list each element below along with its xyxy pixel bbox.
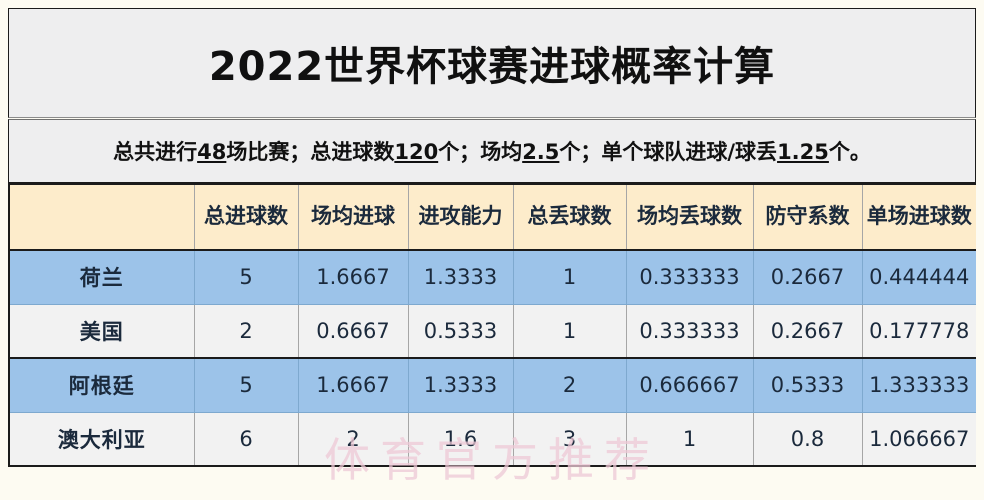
table-row: 美国 2 0.6667 0.5333 1 0.333333 0.2667 0.1… [8, 303, 978, 359]
cell-total-conceded: 3 [512, 411, 627, 467]
table-header-row: 总进球数 场均进球 进攻能力 总丢球数 场均丢球数 防守系数 单场进球数 [8, 183, 978, 251]
cell-avg-conceded: 0.333333 [625, 303, 754, 359]
cell-avg-conceded: 0.333333 [625, 249, 754, 305]
cell-total-conceded: 1 [512, 249, 627, 305]
per-team-value: 1.25 [777, 140, 829, 164]
table-row: 阿根廷 5 1.6667 1.3333 2 0.666667 0.5333 1.… [8, 357, 978, 413]
table-header-cell-goals-per-match: 单场进球数 [861, 183, 978, 251]
cell-attack-power: 0.5333 [407, 303, 514, 359]
summary-part4-prefix: 单个球队进球/球丢 [601, 140, 778, 164]
page-title: 2022世界杯球赛进球概率计算 [208, 44, 776, 90]
cell-avg-goals: 1.6667 [297, 357, 409, 413]
cell-total-conceded: 1 [512, 303, 627, 359]
cell-defense-coef: 0.2667 [752, 249, 863, 305]
cell-defense-coef: 0.2667 [752, 303, 863, 359]
left-margin-strip [0, 0, 8, 500]
team-name-cell: 阿根廷 [8, 357, 195, 413]
cell-goals-per-match: 1.333333 [861, 357, 978, 413]
cell-total-conceded: 2 [512, 357, 627, 413]
table-row: 澳大利亚 6 2 1.6 3 1 0.8 1.066667 [8, 411, 978, 467]
summary-part3-prefix: 场均 [480, 140, 523, 164]
cell-attack-power: 1.6 [407, 411, 514, 467]
cell-goals-per-match: 1.066667 [861, 411, 978, 467]
stats-table: 总进球数 场均进球 进攻能力 总丢球数 场均丢球数 防守系数 单场进球数 荷兰 … [8, 183, 978, 467]
summary-part1-prefix: 总共进行 [113, 140, 198, 164]
cell-avg-goals: 1.6667 [297, 249, 409, 305]
summary-text: 总共进行48场比赛；总进球数120个；场均2.5个；单个球队进球/球丢1.25个… [113, 136, 871, 166]
summary-part1-suffix: 场比赛； [226, 140, 311, 164]
cell-avg-conceded: 0.666667 [625, 357, 754, 413]
table-header-cell-total-conceded: 总丢球数 [512, 183, 627, 251]
table-header-cell-total-goals: 总进球数 [193, 183, 299, 251]
summary-part2-prefix: 总进球数 [310, 140, 395, 164]
cell-attack-power: 1.3333 [407, 357, 514, 413]
table-header-cell-attack-power: 进攻能力 [407, 183, 514, 251]
cell-avg-goals: 0.6667 [297, 303, 409, 359]
title-band: 2022世界杯球赛进球概率计算 [8, 8, 976, 118]
table-header: 总进球数 场均进球 进攻能力 总丢球数 场均丢球数 防守系数 单场进球数 [8, 183, 978, 251]
summary-part4-suffix: 个。 [828, 140, 871, 164]
cell-total-goals: 6 [193, 411, 299, 467]
summary-part3-suffix: 个； [559, 140, 602, 164]
cell-goals-per-match: 0.177778 [861, 303, 978, 359]
cell-goals-per-match: 0.444444 [861, 249, 978, 305]
table-body: 荷兰 5 1.6667 1.3333 1 0.333333 0.2667 0.4… [8, 249, 978, 467]
avg-goals-value: 2.5 [522, 140, 560, 164]
total-goals-value: 120 [394, 140, 439, 164]
right-margin-strip [976, 0, 984, 500]
table-header-cell-team [8, 183, 195, 251]
table-header-cell-avg-conceded: 场均丢球数 [625, 183, 754, 251]
team-name-cell: 美国 [8, 303, 195, 359]
cell-avg-goals: 2 [297, 411, 409, 467]
cell-avg-conceded: 1 [625, 411, 754, 467]
cell-attack-power: 1.3333 [407, 249, 514, 305]
cell-total-goals: 5 [193, 357, 299, 413]
cell-total-goals: 5 [193, 249, 299, 305]
cell-total-goals: 2 [193, 303, 299, 359]
table-row: 荷兰 5 1.6667 1.3333 1 0.333333 0.2667 0.4… [8, 249, 978, 305]
team-name-cell: 荷兰 [8, 249, 195, 305]
team-name-cell: 澳大利亚 [8, 411, 195, 467]
table-header-cell-defense-coef: 防守系数 [752, 183, 863, 251]
summary-band: 总共进行48场比赛；总进球数120个；场均2.5个；单个球队进球/球丢1.25个… [8, 119, 976, 183]
total-matches-value: 48 [197, 140, 227, 164]
summary-part2-suffix: 个； [438, 140, 481, 164]
table-header-cell-avg-goals: 场均进球 [297, 183, 409, 251]
cell-defense-coef: 0.8 [752, 411, 863, 467]
cell-defense-coef: 0.5333 [752, 357, 863, 413]
